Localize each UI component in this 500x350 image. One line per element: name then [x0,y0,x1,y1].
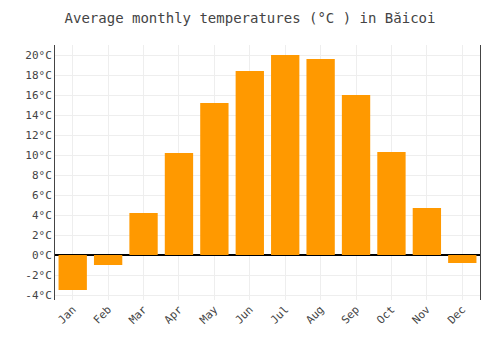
svg-text:Jan: Jan [55,303,78,326]
svg-text:Oct: Oct [374,303,397,326]
svg-text:Mar: Mar [126,303,150,327]
svg-text:8°C: 8°C [32,169,52,182]
svg-text:Jul: Jul [268,303,291,326]
svg-text:Apr: Apr [162,303,186,327]
svg-text:Aug: Aug [303,303,326,326]
svg-text:Feb: Feb [91,303,114,326]
svg-text:-2°C: -2°C [25,269,52,282]
svg-text:10°C: 10°C [25,149,52,162]
svg-text:4°C: 4°C [32,209,52,222]
svg-text:14°C: 14°C [25,109,52,122]
svg-text:Average monthly temperatures (: Average monthly temperatures (°C ) in Bă… [65,10,436,26]
svg-text:Sep: Sep [339,303,362,326]
svg-text:May: May [197,303,221,327]
svg-text:12°C: 12°C [25,129,52,142]
svg-text:16°C: 16°C [25,89,52,102]
svg-text:Jun: Jun [233,303,256,326]
svg-text:18°C: 18°C [25,69,52,82]
svg-text:6°C: 6°C [32,189,52,202]
svg-text:20°C: 20°C [25,49,52,62]
svg-text:-4°C: -4°C [25,289,52,302]
svg-text:2°C: 2°C [32,229,52,242]
svg-text:0°C: 0°C [32,249,52,262]
svg-text:Dec: Dec [445,303,468,326]
svg-text:Nov: Nov [410,303,434,327]
